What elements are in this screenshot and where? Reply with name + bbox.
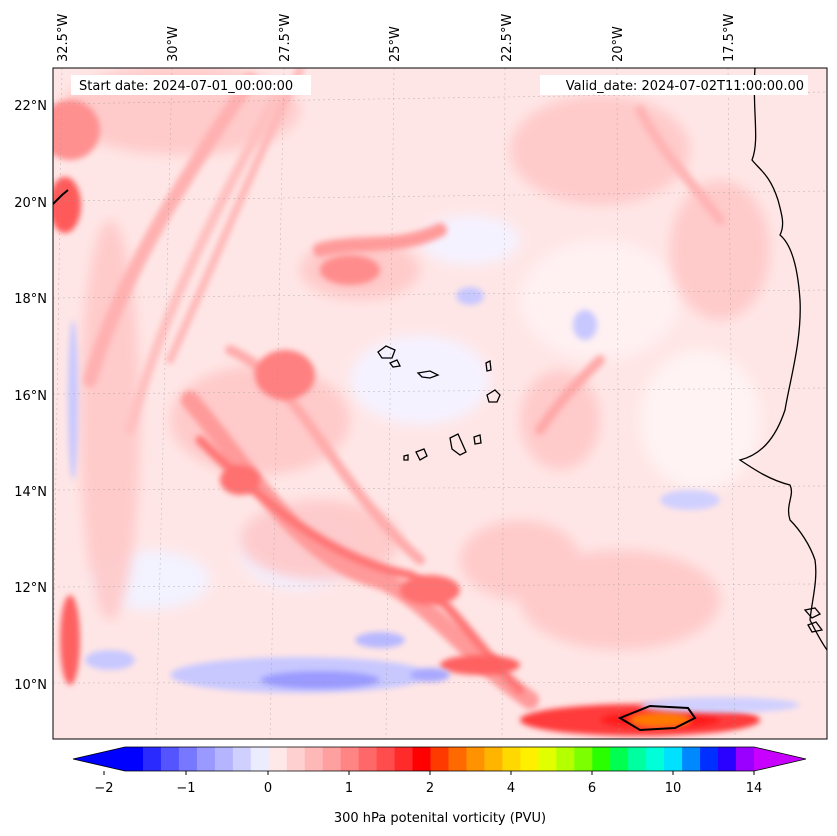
colorbar-cell xyxy=(520,747,539,771)
colorbar-cell xyxy=(286,747,306,771)
colorbar-outline xyxy=(72,746,807,772)
colorbar-tick-label: −1 xyxy=(176,781,195,796)
colorbar-cell xyxy=(358,747,378,771)
colorbar-tick-label: 10 xyxy=(665,781,682,796)
lon-label: 27.5°W xyxy=(278,14,293,62)
colorbar-tick-labels: −2 −1 0 1 2 4 6 10 14 xyxy=(94,781,762,796)
colorbar-cell xyxy=(484,747,503,771)
cape-verde-brava xyxy=(403,454,409,461)
colorbar-cell xyxy=(718,747,737,771)
colorbar-cell xyxy=(646,747,665,771)
colorbar-tick-label: 14 xyxy=(746,781,763,796)
coastlines xyxy=(53,68,827,732)
colorbar-cell xyxy=(430,747,449,771)
colorbar-cell xyxy=(700,747,719,771)
west-africa-coastline xyxy=(738,68,827,651)
lon-label: 25°W xyxy=(388,26,403,62)
colorbar-tick-label: 4 xyxy=(507,781,515,796)
start-date-box xyxy=(71,75,311,95)
colorbar-cell xyxy=(574,747,593,771)
lat-label: 16°N xyxy=(14,389,47,404)
map-frame xyxy=(52,67,828,740)
colorbar-tick-label: 2 xyxy=(426,781,434,796)
start-date-label: Start date: 2024-07-01_00:00:00 xyxy=(79,79,293,94)
pv-field-negative xyxy=(68,287,800,713)
longitude-labels: 32.5°W 30°W 27.5°W 25°W 22.5°W 20°W 17.5… xyxy=(56,14,737,62)
lat-label: 10°N xyxy=(14,678,47,693)
colorbar-cell xyxy=(448,747,467,771)
colorbar-cell xyxy=(196,747,216,771)
colorbar-cell xyxy=(304,747,324,771)
lat-label: 20°N xyxy=(14,196,47,211)
colorbar-cell xyxy=(376,747,396,771)
lon-label: 32.5°W xyxy=(56,14,71,62)
colorbar-cell xyxy=(502,747,521,771)
colorbar-cell xyxy=(322,747,342,771)
cape-verde-maio xyxy=(473,434,482,445)
colorbar: −2 −1 0 1 2 4 6 10 14 300 hPa potenital … xyxy=(72,746,807,826)
colorbar-ticks xyxy=(103,771,755,775)
lat-label: 12°N xyxy=(14,581,47,596)
colorbar-cell xyxy=(232,747,252,771)
high-pv-contour xyxy=(617,704,697,732)
lon-label: 30°W xyxy=(166,26,181,62)
high-pv-contour-west xyxy=(53,189,69,206)
colorbar-cell xyxy=(142,747,162,771)
colorbar-cell xyxy=(160,747,180,771)
cape-verde-boa-vista xyxy=(486,389,501,403)
map-panel[interactable]: Start date: 2024-07-01_00:00:00 Valid_da… xyxy=(40,65,827,739)
colorbar-label: 300 hPa potenital vorticity (PVU) xyxy=(334,811,546,826)
cape-verde-santo-antao xyxy=(377,345,396,359)
colorbar-cell xyxy=(466,747,485,771)
valid-date-box xyxy=(540,75,808,95)
colorbar-under-arrow xyxy=(73,747,125,771)
colorbar-cell xyxy=(178,747,198,771)
lat-label: 14°N xyxy=(14,485,47,500)
cape-verde-sao-vicente xyxy=(388,359,401,368)
colorbar-cell xyxy=(628,747,647,771)
colorbar-cell xyxy=(214,747,234,771)
colorbar-cell xyxy=(556,747,575,771)
cape-verde-sal xyxy=(485,360,492,372)
colorbar-tick-label: 1 xyxy=(345,781,353,796)
colorbar-cell xyxy=(610,747,629,771)
colorbar-cell xyxy=(125,747,144,771)
colorbar-cell xyxy=(340,747,360,771)
coastal-islands xyxy=(803,607,824,633)
colorbar-cell xyxy=(412,747,432,771)
colorbar-cell xyxy=(268,747,288,771)
lat-label: 22°N xyxy=(14,99,47,114)
colorbar-cell xyxy=(736,747,755,771)
latitude-labels: 22°N 20°N 18°N 16°N 14°N 12°N 10°N xyxy=(14,99,47,693)
cape-verde-santiago xyxy=(449,433,467,456)
colorbar-cells xyxy=(125,747,755,771)
valid-date-label: Valid_date: 2024-07-02T11:00:00.00 xyxy=(566,79,804,94)
lon-label: 22.5°W xyxy=(500,14,515,62)
colorbar-cell xyxy=(682,747,701,771)
pv-field-high xyxy=(53,100,760,736)
lon-label: 17.5°W xyxy=(722,14,737,62)
colorbar-tick-label: 6 xyxy=(588,781,596,796)
colorbar-tick-label: 0 xyxy=(264,781,272,796)
colorbar-over-arrow xyxy=(754,747,806,771)
colorbar-cell xyxy=(538,747,557,771)
colorbar-tick-label: −2 xyxy=(94,781,113,796)
colorbar-cell xyxy=(664,747,683,771)
cape-verde-fogo xyxy=(415,448,428,461)
colorbar-cell xyxy=(592,747,611,771)
colorbar-cell xyxy=(394,747,414,771)
colorbar-cell xyxy=(250,747,270,771)
cape-verde-sao-nicolau xyxy=(416,370,440,379)
lat-label: 18°N xyxy=(14,292,47,307)
lon-label: 20°W xyxy=(611,26,626,62)
